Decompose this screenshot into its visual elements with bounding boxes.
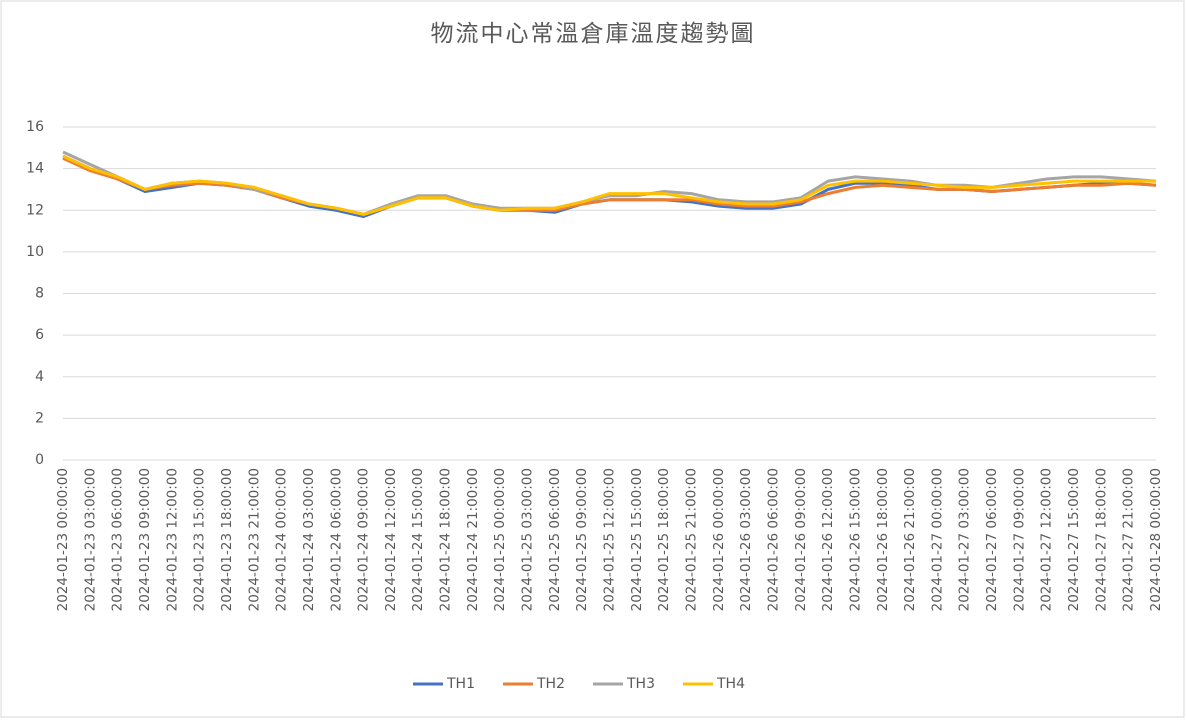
x-tick-label: 2024-01-27 09:00:00 <box>1011 468 1027 611</box>
y-tick-label: 2 <box>35 410 44 426</box>
y-tick-label: 6 <box>35 327 44 343</box>
x-tick-label: 2024-01-28 00:00:00 <box>1148 468 1164 611</box>
x-tick-label: 2024-01-25 00:00:00 <box>492 468 508 611</box>
y-tick-label: 10 <box>26 244 44 260</box>
y-tick-label: 14 <box>26 161 44 177</box>
x-tick-label: 2024-01-27 06:00:00 <box>984 468 1000 611</box>
legend-label: TH4 <box>716 676 745 692</box>
legend-label: TH1 <box>446 676 475 692</box>
x-tick-label: 2024-01-25 03:00:00 <box>520 468 536 611</box>
x-tick-label: 2024-01-25 12:00:00 <box>602 468 618 611</box>
x-tick-label: 2024-01-26 15:00:00 <box>847 468 863 611</box>
y-tick-label: 4 <box>35 369 44 385</box>
x-tick-label: 2024-01-27 21:00:00 <box>1121 468 1137 611</box>
x-tick-label: 2024-01-23 12:00:00 <box>164 468 180 611</box>
x-tick-label: 2024-01-26 21:00:00 <box>902 468 918 611</box>
x-tick-label: 2024-01-24 09:00:00 <box>356 468 372 611</box>
x-tick-label: 2024-01-23 21:00:00 <box>246 468 262 611</box>
y-tick-label: 0 <box>35 452 44 468</box>
y-tick-label: 12 <box>26 202 44 218</box>
x-tick-label: 2024-01-24 12:00:00 <box>383 468 399 611</box>
x-tick-label: 2024-01-26 00:00:00 <box>711 468 727 611</box>
x-tick-label: 2024-01-23 09:00:00 <box>137 468 153 611</box>
x-tick-label: 2024-01-23 15:00:00 <box>192 468 208 611</box>
x-tick-label: 2024-01-25 06:00:00 <box>547 468 563 611</box>
x-tick-label: 2024-01-26 18:00:00 <box>875 468 891 611</box>
x-tick-label: 2024-01-27 15:00:00 <box>1066 468 1082 611</box>
y-tick-label: 8 <box>35 286 44 302</box>
legend-label: TH2 <box>536 676 565 692</box>
x-tick-label: 2024-01-25 15:00:00 <box>629 468 645 611</box>
x-tick-label: 2024-01-23 18:00:00 <box>219 468 235 611</box>
x-tick-label: 2024-01-24 18:00:00 <box>438 468 454 611</box>
x-tick-label: 2024-01-26 03:00:00 <box>738 468 754 611</box>
x-tick-label: 2024-01-27 00:00:00 <box>929 468 945 611</box>
x-tick-label: 2024-01-25 18:00:00 <box>656 468 672 611</box>
x-tick-label: 2024-01-26 09:00:00 <box>793 468 809 611</box>
x-tick-label: 2024-01-24 06:00:00 <box>328 468 344 611</box>
x-tick-label: 2024-01-23 00:00:00 <box>55 468 71 611</box>
chart-title: 物流中心常溫倉庫溫度趨勢圖 <box>431 21 756 47</box>
x-tick-label: 2024-01-23 06:00:00 <box>110 468 126 611</box>
series-line <box>62 154 1156 216</box>
x-tick-label: 2024-01-25 21:00:00 <box>683 468 699 611</box>
x-tick-label: 2024-01-27 18:00:00 <box>1093 468 1109 611</box>
x-tick-label: 2024-01-24 00:00:00 <box>274 468 290 611</box>
x-tick-label: 2024-01-24 15:00:00 <box>410 468 426 611</box>
x-tick-label: 2024-01-24 21:00:00 <box>465 468 481 611</box>
y-tick-label: 16 <box>26 119 44 135</box>
legend-label: TH3 <box>626 676 655 692</box>
x-tick-label: 2024-01-26 06:00:00 <box>765 468 781 611</box>
x-tick-label: 2024-01-26 12:00:00 <box>820 468 836 611</box>
x-tick-label: 2024-01-23 03:00:00 <box>82 468 98 611</box>
x-tick-label: 2024-01-25 09:00:00 <box>574 468 590 611</box>
x-tick-label: 2024-01-24 03:00:00 <box>301 468 317 611</box>
x-tick-label: 2024-01-27 03:00:00 <box>957 468 973 611</box>
x-tick-label: 2024-01-27 12:00:00 <box>1039 468 1055 611</box>
